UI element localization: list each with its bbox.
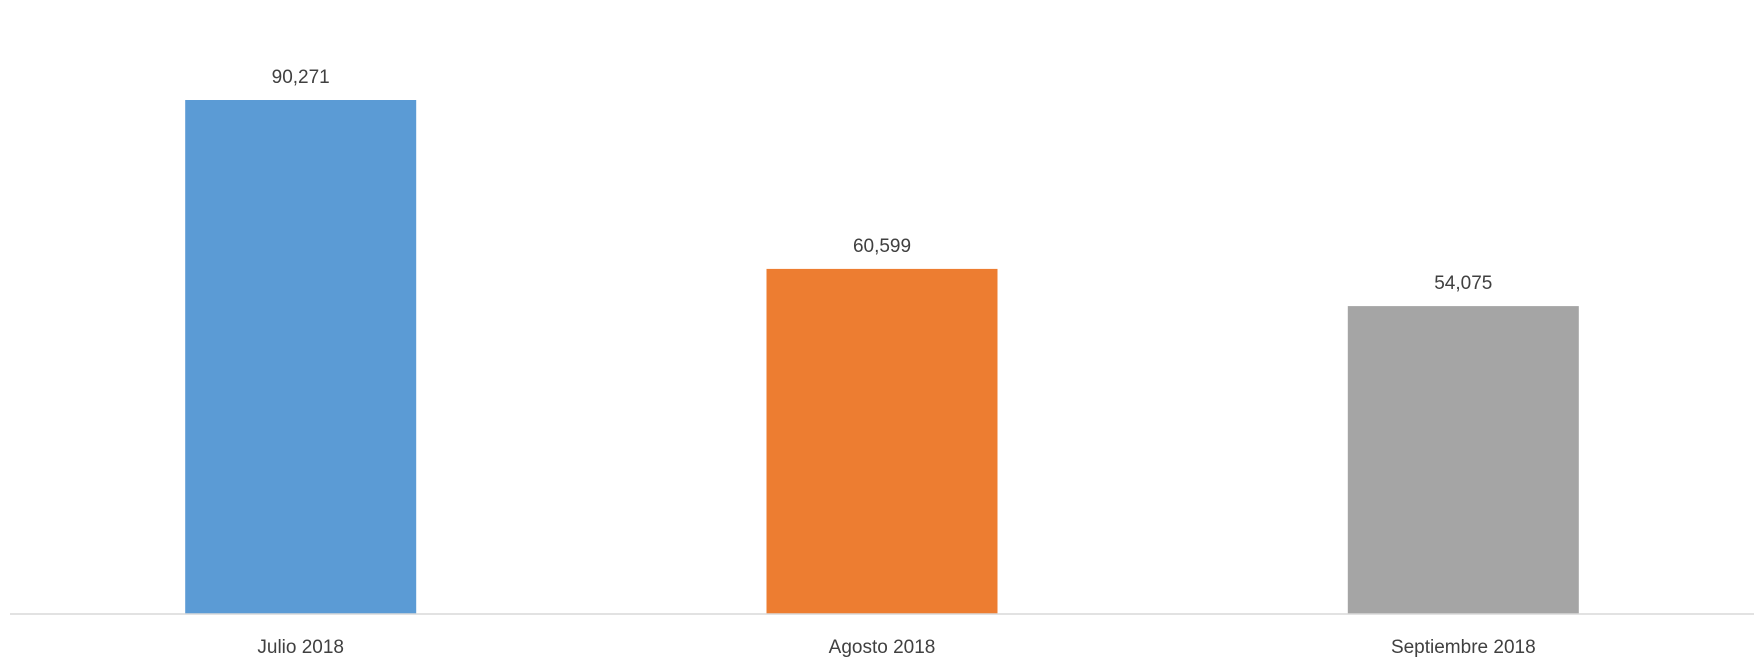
data-label-3: 54,075 — [1434, 273, 1492, 294]
bars-group — [185, 100, 1579, 614]
bar-1 — [185, 100, 417, 614]
data-labels-group: 90,271 60,599 54,075 — [272, 67, 1493, 294]
bar-2 — [766, 268, 998, 614]
bar-3 — [1347, 306, 1579, 614]
x-tick-label-2: Agosto 2018 — [829, 637, 936, 658]
x-tick-label-3: Septiembre 2018 — [1391, 637, 1536, 658]
data-label-2: 60,599 — [853, 236, 911, 257]
x-axis-tick-labels: Julio 2018 Agosto 2018 Septiembre 2018 — [257, 637, 1535, 658]
x-tick-label-1: Julio 2018 — [257, 637, 344, 658]
data-label-1: 90,271 — [272, 67, 330, 88]
